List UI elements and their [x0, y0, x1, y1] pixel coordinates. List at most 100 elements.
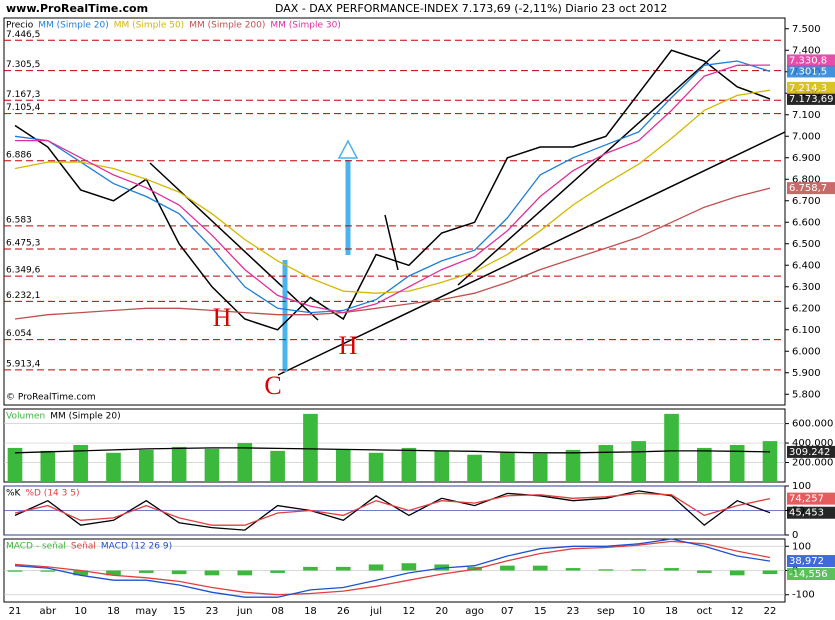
- bar: [664, 413, 679, 482]
- x-tick-label: may: [135, 606, 157, 617]
- bar: [7, 570, 23, 572]
- bar: [532, 453, 548, 482]
- value-tag: [787, 54, 835, 67]
- legend-entry: Precio: [6, 21, 34, 31]
- y-tick-label: 6.900: [792, 153, 821, 164]
- x-tick-label: 23: [206, 606, 219, 617]
- bar: [598, 445, 614, 482]
- level-label: 6.886: [6, 150, 32, 160]
- bar: [335, 566, 351, 571]
- value-label: 7.173,69: [789, 94, 834, 105]
- value-tag: [787, 81, 835, 94]
- series-line: [14, 89, 771, 294]
- value-label: -14,556: [789, 569, 828, 580]
- trend-line: [457, 49, 721, 286]
- value-tag: [787, 506, 835, 519]
- x-tick-label: jun: [236, 606, 252, 617]
- series-line: [14, 187, 771, 320]
- bar: [565, 568, 581, 571]
- y-tick-label: -100: [792, 590, 815, 601]
- bar: [303, 413, 318, 482]
- x-tick-label: 22: [764, 606, 777, 617]
- series-line: [15, 64, 771, 314]
- level-label: 7.446,5: [6, 30, 40, 40]
- x-tick-label: 07: [501, 606, 514, 617]
- bar: [138, 449, 154, 482]
- y-tick-label: 400.000: [792, 438, 833, 449]
- bar: [729, 445, 745, 482]
- y-tick-label: 0: [792, 530, 798, 541]
- y-tick-label: 600.000: [792, 419, 833, 430]
- value-tag: [787, 492, 835, 505]
- series-line: [14, 538, 771, 598]
- y-tick-label: 7.500: [792, 24, 821, 35]
- bar: [598, 569, 614, 571]
- y-tick-label: 7.000: [792, 131, 821, 142]
- y-tick-label: 6.700: [792, 196, 821, 207]
- y-tick-label: 6.000: [792, 346, 821, 357]
- series-line: [14, 447, 771, 454]
- level-label: 6.232,1: [6, 291, 40, 301]
- bar: [237, 570, 253, 576]
- level-label: 7.305,5: [6, 60, 40, 70]
- series-line: [14, 49, 771, 331]
- bar: [7, 447, 23, 482]
- legend-entry: Señal: [71, 542, 96, 552]
- y-tick-label: 5.900: [792, 368, 821, 379]
- x-tick-label: 12: [403, 606, 416, 617]
- y-tick-label: 6.800: [792, 174, 821, 185]
- bar: [762, 570, 778, 575]
- bar: [631, 569, 647, 571]
- level-label: 6.583: [6, 215, 32, 225]
- legend-entry: %D (14 3 5): [25, 489, 79, 499]
- series-line: [14, 540, 771, 596]
- x-tick-label: oct: [697, 606, 713, 617]
- legend-entry: Volumen: [6, 412, 45, 422]
- bar: [532, 565, 548, 571]
- arrow-head: [337, 139, 359, 159]
- x-tick-label: 18: [107, 606, 120, 617]
- x-tick-label: 12: [731, 606, 744, 617]
- footer: © ProRealTime.com: [6, 393, 96, 403]
- legend-entry: MM (Simple 20): [38, 21, 108, 31]
- legend-entry: MM (Simple 30): [270, 21, 340, 31]
- series-line: [14, 492, 771, 526]
- y-tick-label: 6.200: [792, 303, 821, 314]
- level-label: 6.349,6: [6, 266, 41, 276]
- legend-entry: MM (Simple 200): [189, 21, 265, 31]
- value-label: 7.301,5: [789, 66, 827, 77]
- value-tag: [787, 555, 835, 568]
- bar: [303, 566, 318, 571]
- value-label: 74,257: [789, 494, 824, 505]
- level-label: 6.475,3: [6, 239, 40, 249]
- x-tick-label: 23: [567, 606, 580, 617]
- bar: [138, 570, 154, 573]
- bar: [237, 443, 253, 482]
- y-tick-label: 7.400: [792, 45, 821, 56]
- y-tick-label: 6.300: [792, 282, 821, 293]
- y-tick-label: 6.100: [792, 325, 821, 336]
- bar: [565, 449, 581, 482]
- bar: [204, 570, 220, 576]
- value-tag: [787, 568, 835, 581]
- level-label: 7.167,3: [6, 90, 40, 100]
- bar: [500, 452, 515, 482]
- bar: [171, 570, 187, 575]
- x-tick-label: 26: [337, 606, 350, 617]
- bar: [697, 570, 712, 573]
- value-label: 38,972: [789, 556, 824, 567]
- x-tick-label: 18: [304, 606, 317, 617]
- panel-frame: [3, 17, 786, 406]
- x-tick-label: 21: [9, 606, 22, 617]
- bar: [73, 445, 88, 482]
- value-tag: [787, 65, 835, 78]
- bar: [106, 452, 121, 482]
- y-tick-label: 5.800: [792, 389, 821, 400]
- value-tag: [787, 445, 835, 458]
- x-tick-label: sep: [597, 606, 615, 617]
- bar: [434, 450, 450, 482]
- legend-entry: MACD - señal: [6, 542, 66, 552]
- bar: [270, 570, 285, 573]
- value-tag: [787, 182, 835, 195]
- site: www.ProRealTime.com: [6, 2, 148, 15]
